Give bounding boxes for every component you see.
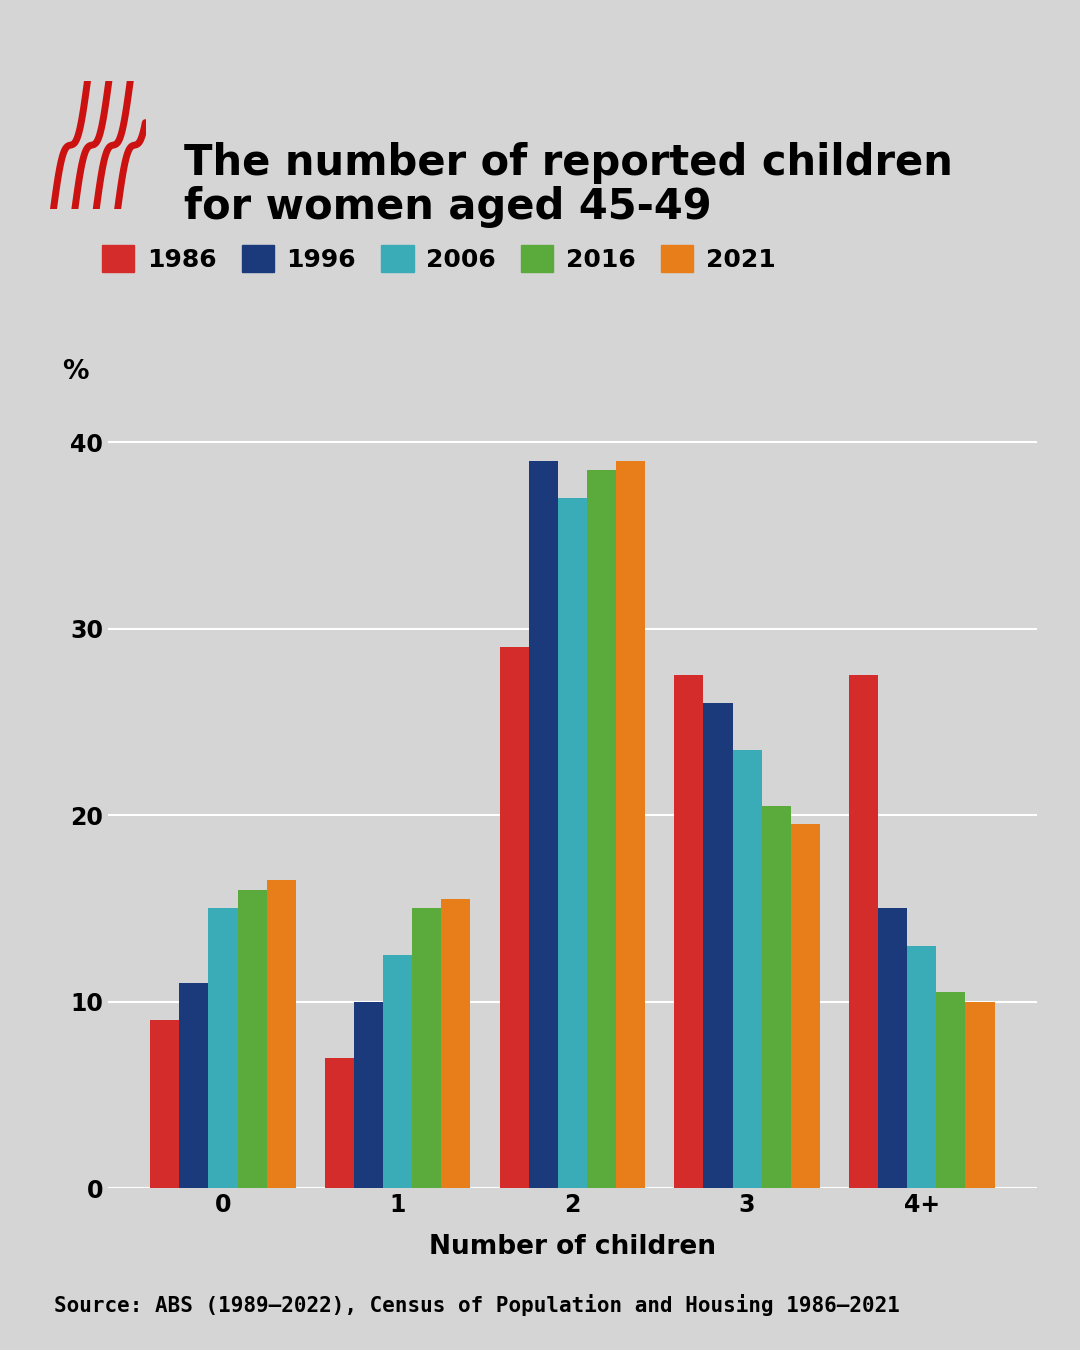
Bar: [791, 825, 820, 1188]
Bar: [383, 954, 413, 1188]
Bar: [878, 909, 907, 1188]
Bar: [500, 648, 529, 1188]
Bar: [529, 460, 558, 1188]
Bar: [674, 675, 703, 1188]
Bar: [208, 909, 238, 1188]
Bar: [354, 1002, 383, 1188]
Legend: 1986, 1996, 2006, 2016, 2021: 1986, 1996, 2006, 2016, 2021: [102, 246, 775, 273]
Bar: [616, 460, 645, 1188]
Bar: [267, 880, 296, 1188]
Bar: [150, 1021, 179, 1188]
Bar: [238, 890, 267, 1188]
Bar: [558, 498, 586, 1188]
Bar: [442, 899, 471, 1188]
Bar: [179, 983, 208, 1188]
Bar: [413, 909, 442, 1188]
Bar: [325, 1057, 354, 1188]
Bar: [966, 1002, 995, 1188]
Bar: [907, 945, 936, 1188]
Bar: [936, 992, 966, 1188]
Text: The number of reported children: The number of reported children: [184, 142, 953, 184]
Text: Source: ABS (1989–2022), Census of Population and Housing 1986–2021: Source: ABS (1989–2022), Census of Popul…: [54, 1295, 900, 1316]
Bar: [732, 749, 761, 1188]
Bar: [703, 703, 732, 1188]
Text: %: %: [63, 359, 89, 385]
Bar: [849, 675, 878, 1188]
Bar: [761, 806, 791, 1188]
X-axis label: Number of children: Number of children: [429, 1234, 716, 1260]
Text: for women aged 45-49: for women aged 45-49: [184, 186, 712, 228]
Bar: [586, 470, 616, 1188]
